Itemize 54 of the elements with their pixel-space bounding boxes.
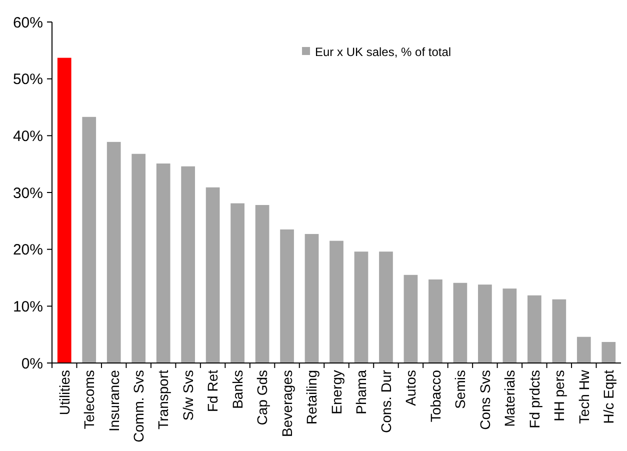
x-tick-label: Cap Gds bbox=[254, 370, 270, 426]
y-tick-label: 30% bbox=[12, 184, 43, 202]
x-tick-label: HH pers bbox=[551, 370, 568, 422]
x-tick-label: Telecoms bbox=[81, 370, 98, 430]
y-tick-label: 60% bbox=[12, 14, 43, 32]
y-tick-label: 40% bbox=[12, 128, 43, 145]
bar bbox=[255, 205, 270, 363]
bar bbox=[181, 166, 195, 363]
legend-label: Eur x UK sales, % of total bbox=[315, 45, 452, 60]
bar bbox=[354, 252, 368, 363]
y-tick-label: 0% bbox=[21, 355, 43, 372]
y-tick-label: 20% bbox=[12, 242, 43, 259]
y-tick-label: 50% bbox=[12, 71, 43, 88]
bar bbox=[132, 154, 146, 363]
x-tick-label: Cons. Dur bbox=[378, 370, 394, 434]
bar bbox=[156, 164, 170, 363]
bar bbox=[404, 274, 418, 363]
x-tick-label: Retailing bbox=[304, 370, 320, 424]
y-tick-label: 10% bbox=[12, 298, 43, 316]
x-tick-label: Phama bbox=[353, 370, 370, 414]
x-tick-label: Materials bbox=[502, 370, 518, 427]
x-tick-label: Banks bbox=[229, 370, 246, 409]
x-tick-label: Beverages bbox=[278, 370, 295, 437]
x-tick-label: Cons Svs bbox=[476, 370, 493, 430]
bar bbox=[502, 288, 517, 363]
bar bbox=[304, 234, 319, 363]
bar bbox=[280, 229, 294, 363]
x-tick-label: S/w Svs bbox=[180, 370, 196, 421]
x-tick-label: Comm. Svs bbox=[130, 370, 146, 442]
x-tick-label: H/c Eqpt bbox=[600, 370, 617, 424]
bar bbox=[453, 282, 468, 363]
x-tick-label: Insurance bbox=[106, 370, 122, 432]
x-tick-label: Semis bbox=[452, 370, 468, 409]
x-tick-label: Utilities bbox=[56, 370, 72, 416]
x-tick-label: Transport bbox=[155, 370, 172, 430]
bar bbox=[206, 187, 220, 363]
x-tick-label: Tobacco bbox=[427, 370, 444, 422]
bar bbox=[57, 58, 72, 363]
bar bbox=[106, 142, 121, 363]
x-tick-label: Autos bbox=[402, 370, 419, 406]
bar bbox=[330, 240, 344, 363]
bar bbox=[527, 295, 542, 363]
x-tick-label: Energy bbox=[328, 370, 344, 414]
bar bbox=[552, 299, 566, 363]
bar bbox=[428, 279, 442, 363]
bar bbox=[478, 284, 492, 363]
x-tick-label: Fd Ret bbox=[204, 370, 221, 412]
bar bbox=[379, 252, 393, 363]
bar bbox=[602, 342, 616, 363]
bar bbox=[82, 116, 96, 363]
bar bbox=[576, 336, 591, 363]
x-tick-label: Fd prdcts bbox=[526, 370, 542, 428]
bar bbox=[230, 203, 244, 363]
x-tick-label: Tech Hw bbox=[576, 369, 592, 424]
